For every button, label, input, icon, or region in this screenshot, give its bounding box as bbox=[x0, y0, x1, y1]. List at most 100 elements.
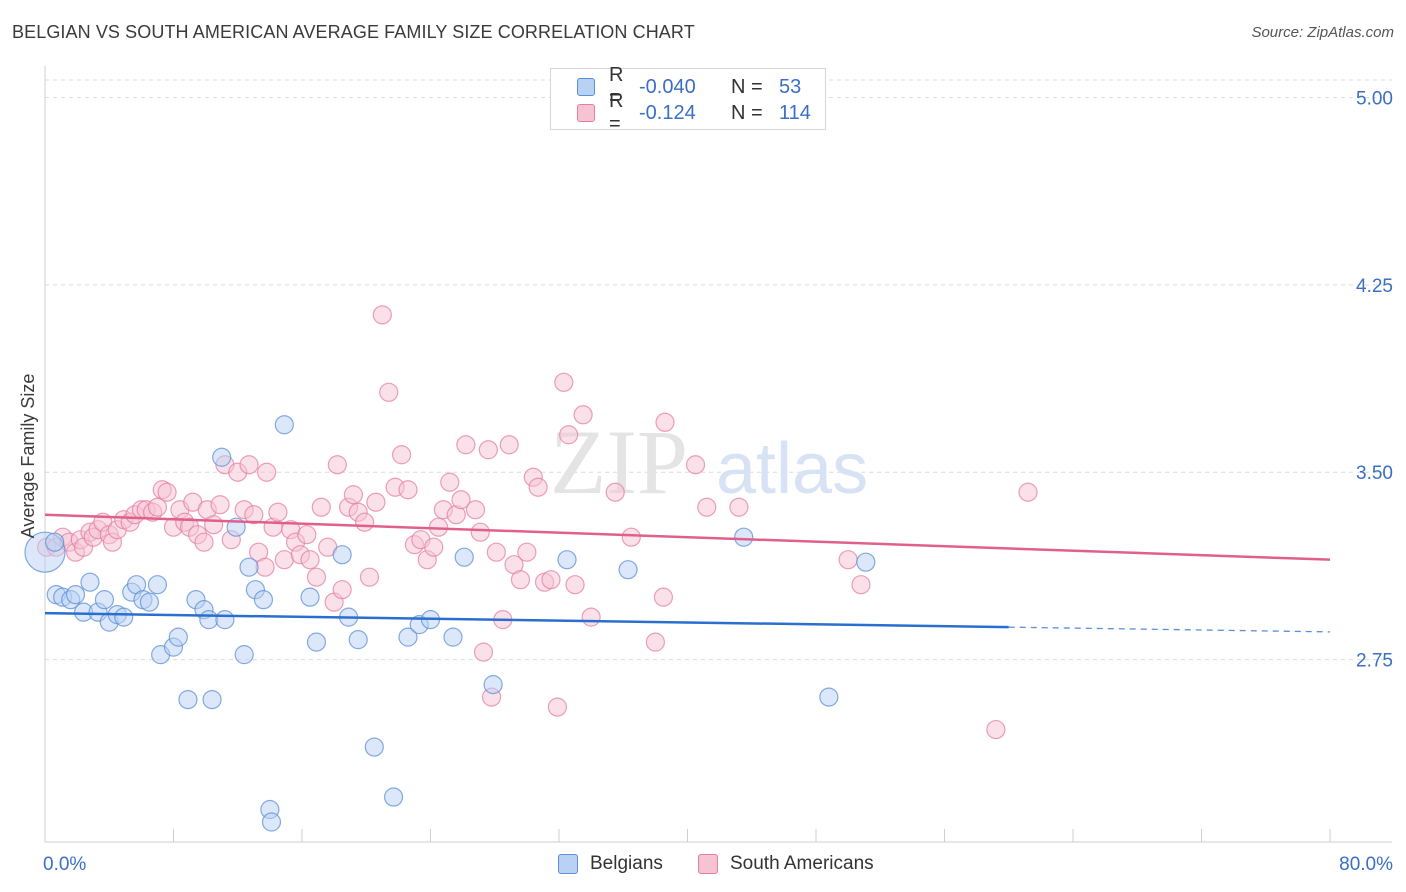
south-americans-point bbox=[729, 497, 749, 517]
y-axis-title: Average Family Size bbox=[18, 374, 38, 539]
south-americans-point bbox=[274, 550, 294, 570]
y-tick-label: 5.00 bbox=[1356, 88, 1393, 109]
south-americans-point bbox=[424, 537, 444, 557]
south-americans-point bbox=[297, 525, 317, 545]
legend-label-south-americans: South Americans bbox=[730, 853, 874, 874]
belgians-point bbox=[94, 590, 115, 610]
south-americans-point bbox=[359, 567, 380, 587]
south-americans-point bbox=[541, 570, 561, 590]
south-americans-point bbox=[605, 482, 625, 502]
south-americans-point bbox=[343, 485, 363, 505]
south-americans-point bbox=[581, 607, 601, 627]
belgians-point bbox=[454, 547, 474, 567]
belgians-trend-extension bbox=[1008, 626, 1331, 633]
legend-row-belgians: R = -0.040 N = 53 bbox=[577, 64, 801, 109]
belgians-point bbox=[202, 689, 222, 710]
south-americans-point bbox=[465, 500, 486, 520]
legend-item-south-americans[interactable]: South Americans bbox=[698, 851, 874, 877]
south-americans-point bbox=[332, 580, 352, 600]
south-americans-point bbox=[510, 570, 531, 590]
south-americans-point bbox=[355, 512, 375, 532]
south-americans-point bbox=[838, 550, 858, 570]
data-points bbox=[24, 305, 1038, 832]
belgians-trend-line bbox=[44, 611, 1009, 629]
legend-n-label: N = bbox=[731, 75, 763, 98]
belgians-point bbox=[168, 627, 188, 647]
south-americans-point bbox=[440, 472, 460, 492]
belgians-point bbox=[45, 532, 65, 552]
belgians-point bbox=[253, 590, 274, 610]
chart-title: BELGIAN VS SOUTH AMERICAN AVERAGE FAMILY… bbox=[12, 22, 695, 42]
belgians-point bbox=[348, 630, 368, 650]
south-americans-point bbox=[398, 480, 418, 500]
correlation-legend: R = -0.040 N = 53 R = -0.124 N = 114 bbox=[550, 64, 826, 135]
trend-lines bbox=[44, 513, 1331, 633]
belgians-point bbox=[300, 587, 320, 607]
y-tick-label: 3.50 bbox=[1356, 463, 1393, 484]
south-americans-point bbox=[194, 532, 214, 552]
x-tick-label-max: 80.0% bbox=[1339, 854, 1393, 875]
south-americans-point bbox=[311, 497, 331, 517]
belgians-point bbox=[332, 545, 352, 565]
y-tick-label: 2.75 bbox=[1356, 651, 1393, 672]
belgians-point bbox=[139, 592, 160, 612]
south-americans-point bbox=[157, 482, 177, 502]
legend-row-south-americans: R = -0.124 N = 114 bbox=[577, 90, 811, 135]
south-americans-point bbox=[473, 642, 494, 662]
legend-swatch-belgians bbox=[558, 854, 578, 874]
belgians-point bbox=[364, 737, 384, 757]
south-americans-point bbox=[499, 435, 519, 455]
south-americans-point bbox=[456, 435, 476, 455]
south-americans-trend-line bbox=[44, 513, 1331, 561]
belgians-point bbox=[234, 645, 254, 665]
chart-source: Source: ZipAtlas.com bbox=[1251, 24, 1394, 41]
legend-label-belgians: Belgians bbox=[590, 853, 663, 874]
legend-r-label: R = bbox=[609, 90, 624, 135]
south-americans-point bbox=[372, 305, 392, 325]
belgians-point bbox=[483, 675, 503, 695]
legend-r-value: -0.040 bbox=[639, 75, 696, 98]
legend-r-label: R = bbox=[609, 64, 624, 109]
belgians-point bbox=[306, 632, 327, 652]
south-americans-point bbox=[244, 505, 264, 525]
belgians-point bbox=[114, 607, 134, 627]
x-tick-label-min: 0.0% bbox=[43, 854, 86, 875]
belgians-point bbox=[734, 527, 754, 547]
belgians-point bbox=[856, 552, 876, 572]
south-americans-point bbox=[327, 455, 347, 475]
south-americans-point bbox=[391, 445, 412, 465]
belgians-point bbox=[274, 415, 294, 435]
south-americans-point bbox=[645, 632, 665, 652]
south-americans-point bbox=[366, 492, 386, 512]
belgians-point bbox=[199, 610, 219, 630]
south-americans-point bbox=[573, 405, 593, 425]
belgians-point bbox=[65, 585, 86, 605]
legend-r-value: -0.124 bbox=[639, 101, 696, 124]
legend-swatch-south-americans bbox=[577, 104, 595, 122]
y-tick-label: 4.25 bbox=[1356, 276, 1393, 297]
south-americans-point bbox=[621, 527, 641, 547]
belgians-point bbox=[819, 687, 839, 707]
belgians-point bbox=[443, 627, 463, 647]
south-americans-point bbox=[470, 522, 490, 542]
south-americans-point bbox=[528, 477, 548, 497]
south-americans-point bbox=[547, 697, 567, 717]
belgians-point bbox=[383, 787, 404, 807]
south-americans-point bbox=[204, 515, 224, 535]
belgians-point bbox=[557, 550, 577, 570]
south-americans-point bbox=[486, 542, 506, 562]
belgians-point bbox=[178, 689, 198, 710]
south-americans-point bbox=[685, 455, 706, 475]
south-americans-point bbox=[268, 502, 288, 522]
south-americans-point bbox=[255, 557, 275, 577]
legend-n-label: N = bbox=[731, 101, 763, 124]
legend-item-belgians[interactable]: Belgians bbox=[558, 851, 663, 877]
south-americans-point bbox=[697, 497, 717, 517]
south-americans-point bbox=[306, 567, 327, 587]
south-americans-point bbox=[379, 382, 399, 402]
south-americans-point bbox=[851, 575, 871, 595]
axis-labels: 2.75 3.50 4.25 5.00 0.0% 80.0% Average Family … bbox=[18, 88, 1393, 875]
belgians-point bbox=[618, 560, 638, 580]
belgians-point bbox=[80, 572, 100, 592]
